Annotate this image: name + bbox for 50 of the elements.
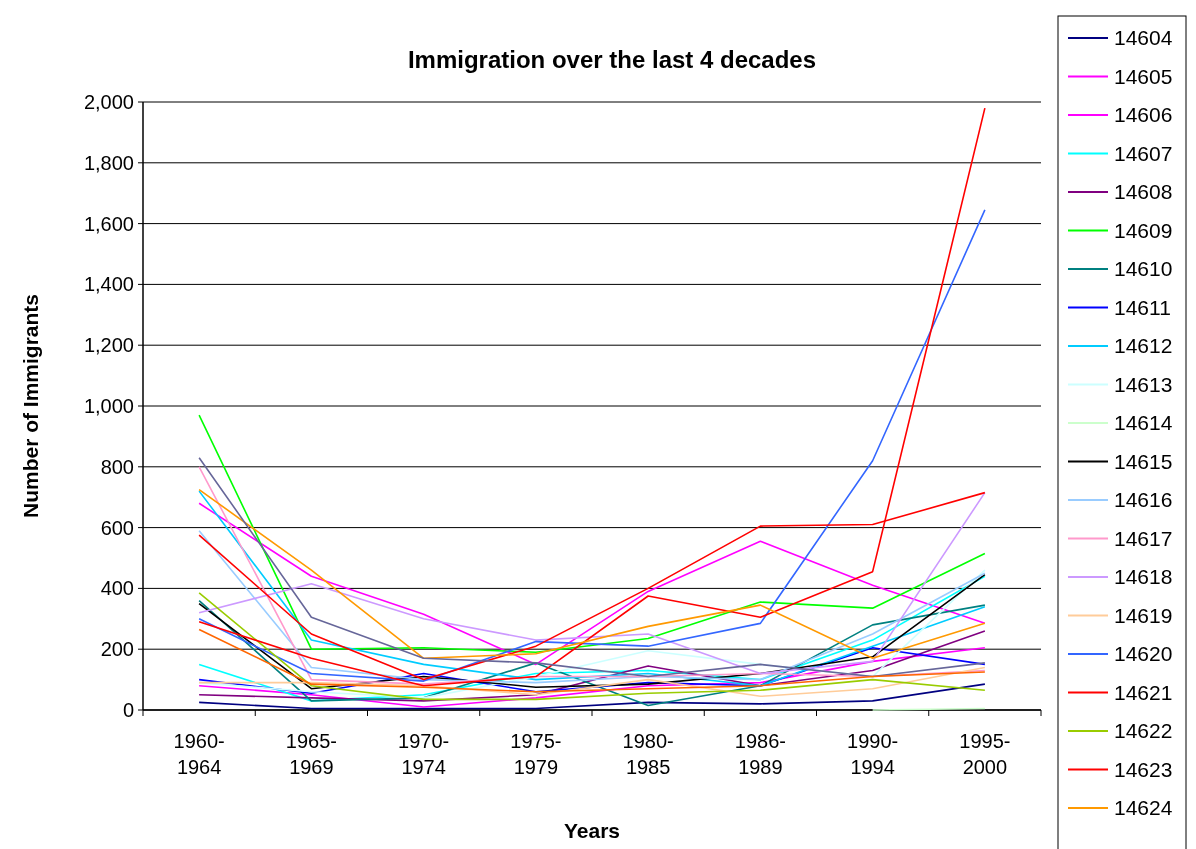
legend-label: 14613: [1114, 372, 1173, 396]
legend-label: 14617: [1114, 526, 1173, 550]
y-tick-label: 400: [100, 577, 134, 600]
legend-label: 14618: [1114, 565, 1173, 589]
y-tick-label: 1,000: [83, 395, 134, 417]
legend-label: 14604: [1114, 26, 1173, 50]
legend-label: 14614: [1114, 411, 1173, 435]
legend-label: 14616: [1114, 488, 1173, 512]
x-tick-label: 1970- 1974: [398, 730, 450, 778]
y-tick-label: 1,600: [83, 212, 134, 235]
y-tick-label: 1,200: [83, 334, 134, 357]
legend-label: 14612: [1114, 334, 1173, 358]
x-tick-label: 1995- 2000: [959, 730, 1011, 778]
legend-label: 14619: [1114, 603, 1173, 627]
legend-label: 14622: [1114, 719, 1173, 743]
legend-label: 14609: [1114, 218, 1173, 242]
y-tick-label: 600: [100, 516, 134, 539]
chart-title: Immigration over the last 4 decades: [407, 46, 817, 73]
line-series: [198, 666, 986, 698]
legend-label: 14621: [1114, 680, 1173, 704]
legend-label: 14624: [1114, 796, 1173, 820]
y-tick-label: 800: [100, 455, 134, 478]
y-tick-label: 1,400: [83, 273, 134, 296]
legend-label: 14610: [1114, 257, 1173, 281]
y-tick-label: 0: [122, 699, 134, 721]
line-series: [198, 529, 986, 684]
legend-label: 14623: [1114, 757, 1173, 781]
y-tick-label: 2,000: [83, 91, 134, 113]
x-tick-label: 1960- 1964: [173, 730, 225, 778]
line-series: [198, 683, 986, 710]
y-axis-title: Number of Immigrants: [19, 293, 42, 519]
legend-label: 14620: [1114, 642, 1173, 666]
x-tick-label: 1986- 1989: [734, 730, 786, 778]
legend-label: 14608: [1114, 180, 1173, 204]
line-series: [198, 209, 986, 682]
line-series: [198, 646, 986, 708]
line-series: [198, 107, 986, 687]
y-tick-label: 200: [100, 638, 134, 661]
x-tick-label: 1975- 1979: [510, 730, 562, 778]
legend-label: 14606: [1114, 103, 1173, 127]
legend-label: 14605: [1114, 64, 1173, 88]
x-tick-label: 1965- 1969: [285, 730, 337, 778]
y-tick-label: 1,800: [83, 151, 134, 174]
x-tick-label: 1980- 1985: [622, 730, 674, 778]
legend-label: 14611: [1114, 295, 1171, 319]
legend-label: 14607: [1114, 141, 1173, 165]
legend-label: 14615: [1114, 449, 1173, 473]
x-axis-title: Years: [563, 819, 621, 842]
x-tick-label: 1990- 1994: [847, 730, 899, 778]
line-series: [198, 414, 986, 654]
